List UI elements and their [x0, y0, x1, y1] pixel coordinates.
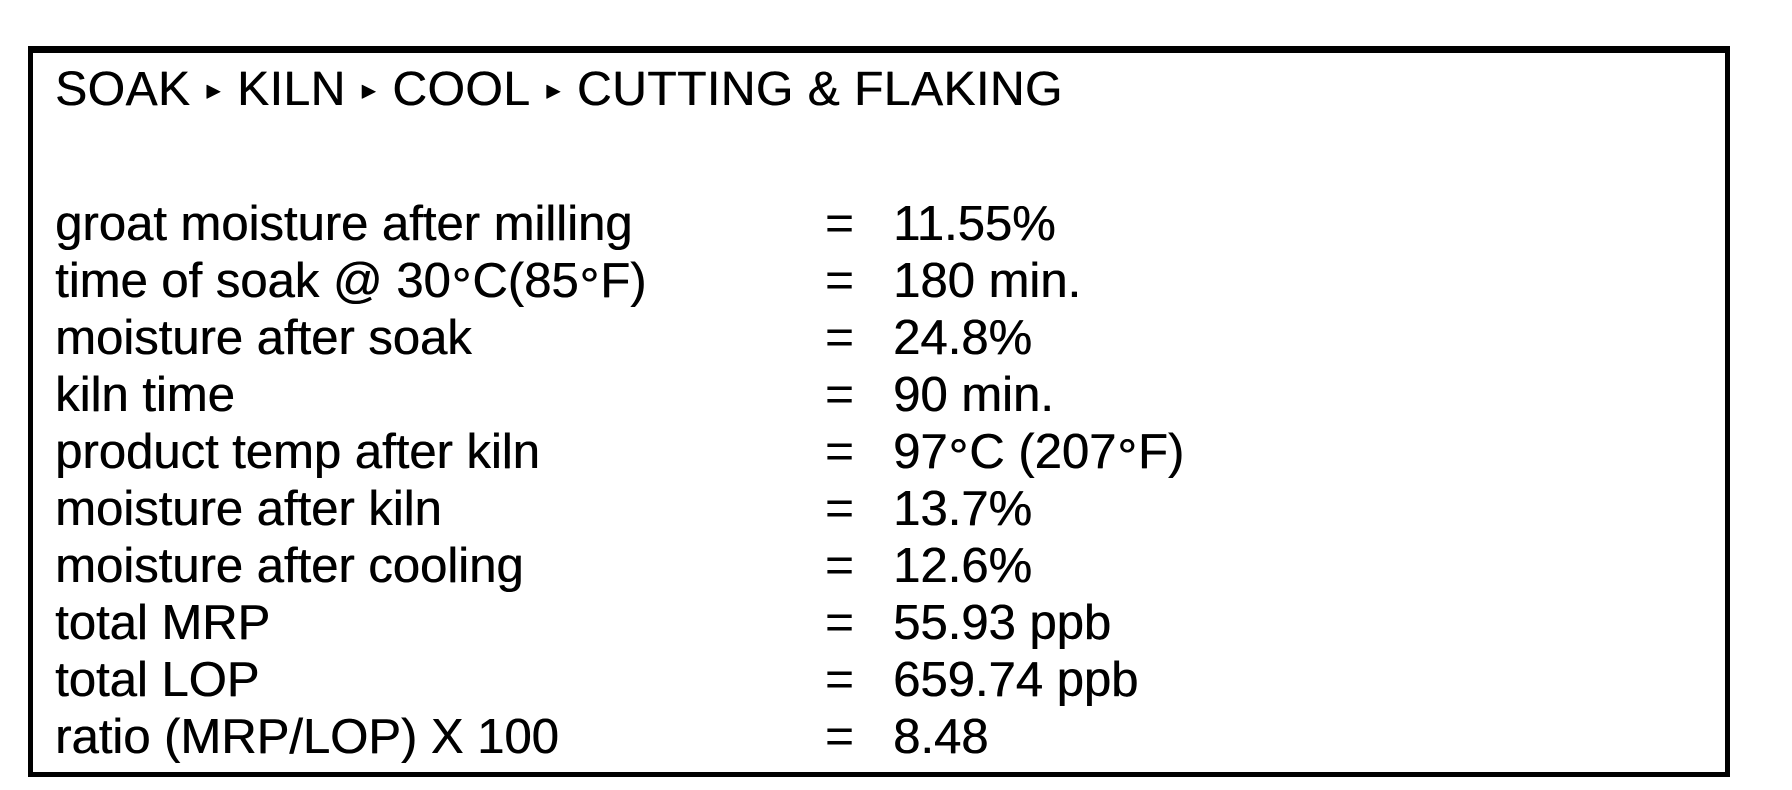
equals-sign: =	[825, 596, 854, 650]
measurement-label: time of soak @ 30°C(85°F)	[55, 254, 647, 313]
degree-symbol: °	[1117, 429, 1137, 484]
measurement-label: total MRP	[55, 596, 271, 650]
measurement-value: 55.93 ppb	[893, 596, 1111, 650]
measurement-list: groat moisture after milling = 11.55% ti…	[55, 196, 1707, 766]
process-step: COOL	[392, 63, 531, 116]
measurement-row: groat moisture after milling = 11.55%	[55, 196, 1707, 253]
measurement-value: 24.8%	[893, 311, 1032, 365]
arrow-right-icon: ▸	[206, 74, 221, 105]
measurement-label: moisture after cooling	[55, 539, 524, 593]
equals-sign: =	[825, 653, 854, 707]
measurement-value: 659.74 ppb	[893, 653, 1139, 707]
measurement-row: kiln time = 90 min.	[55, 367, 1707, 424]
measurement-label: total LOP	[55, 653, 260, 707]
arrow-right-icon: ▸	[546, 74, 561, 105]
degree-symbol: °	[579, 258, 600, 313]
process-step: CUTTING & FLAKING	[576, 63, 1063, 116]
measurement-row: moisture after soak = 24.8%	[55, 310, 1707, 367]
content-frame: SOAK ▸ KILN ▸ COOL ▸ CUTTING & FLAKING groat m…	[28, 46, 1730, 777]
measurement-value: 12.6%	[893, 539, 1032, 593]
equals-sign: =	[825, 539, 854, 593]
equals-sign: =	[825, 482, 854, 536]
measurement-row: product temp after kiln = 97°C (207°F)	[55, 424, 1707, 484]
measurement-row: total MRP = 55.93 ppb	[55, 595, 1707, 652]
equals-sign: =	[825, 368, 854, 422]
measurement-label: moisture after kiln	[55, 482, 442, 536]
measurement-row: ratio (MRP/LOP) X 100 = 8.48	[55, 709, 1707, 766]
degree-symbol: °	[451, 258, 472, 313]
process-flow-title: SOAK ▸ KILN ▸ COOL ▸ CUTTING & FLAKING	[55, 61, 1707, 125]
equals-sign: =	[825, 710, 854, 764]
measurement-value: 11.55%	[893, 197, 1056, 251]
process-step: SOAK	[55, 63, 191, 116]
measurement-row: time of soak @ 30°C(85°F) = 180 min.	[55, 253, 1707, 313]
measurement-label: ratio (MRP/LOP) X 100	[55, 710, 559, 764]
measurement-row: moisture after kiln = 13.7%	[55, 481, 1707, 538]
measurement-label: moisture after soak	[55, 311, 472, 365]
measurement-value: 180 min.	[893, 254, 1081, 308]
measurement-value: 97°C (207°F)	[893, 425, 1185, 484]
degree-symbol: °	[948, 429, 969, 484]
measurement-row: total LOP = 659.74 ppb	[55, 652, 1707, 709]
equals-sign: =	[825, 197, 854, 251]
equals-sign: =	[825, 254, 854, 308]
measurement-value: 8.48	[893, 710, 989, 764]
measurement-row: moisture after cooling = 12.6%	[55, 538, 1707, 595]
measurement-label: groat moisture after milling	[55, 197, 633, 251]
arrow-right-icon: ▸	[361, 74, 377, 105]
measurement-label: product temp after kiln	[55, 425, 540, 479]
measurement-value: 90 min.	[893, 368, 1054, 422]
measurement-label: kiln time	[55, 368, 235, 422]
equals-sign: =	[825, 311, 854, 365]
equals-sign: =	[825, 425, 854, 479]
measurement-value: 13.7%	[893, 482, 1032, 536]
process-step: KILN	[236, 63, 346, 116]
